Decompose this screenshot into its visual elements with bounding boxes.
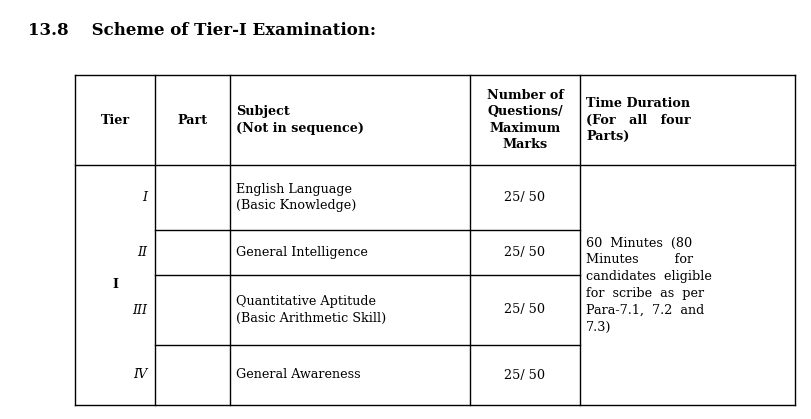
Text: I: I	[112, 279, 118, 292]
Text: IV: IV	[133, 368, 147, 382]
Text: English Language
(Basic Knowledge): English Language (Basic Knowledge)	[236, 183, 356, 212]
Text: 25/ 50: 25/ 50	[504, 246, 546, 259]
Text: 25/ 50: 25/ 50	[504, 191, 546, 204]
Text: Part: Part	[178, 114, 208, 127]
Text: General Awareness: General Awareness	[236, 368, 361, 382]
Text: Number of
Questions/
Maximum
Marks: Number of Questions/ Maximum Marks	[487, 89, 564, 151]
Text: 60  Minutes  (80
Minutes         for
candidates  eligible
for  scribe  as  per
P: 60 Minutes (80 Minutes for candidates el…	[586, 236, 712, 334]
Text: General Intelligence: General Intelligence	[236, 246, 368, 259]
Text: II: II	[137, 246, 147, 259]
Text: Tier: Tier	[101, 114, 130, 127]
Text: 13.8    Scheme of Tier-I Examination:: 13.8 Scheme of Tier-I Examination:	[28, 22, 376, 39]
Text: III: III	[132, 303, 147, 316]
Text: 25/ 50: 25/ 50	[504, 303, 546, 316]
Text: Quantitative Aptitude
(Basic Arithmetic Skill): Quantitative Aptitude (Basic Arithmetic …	[236, 295, 386, 325]
Text: Subject
(Not in sequence): Subject (Not in sequence)	[236, 105, 364, 135]
Text: 25/ 50: 25/ 50	[504, 368, 546, 382]
Text: I: I	[142, 191, 147, 204]
Text: Time Duration
(For   all   four
Parts): Time Duration (For all four Parts)	[586, 97, 691, 143]
